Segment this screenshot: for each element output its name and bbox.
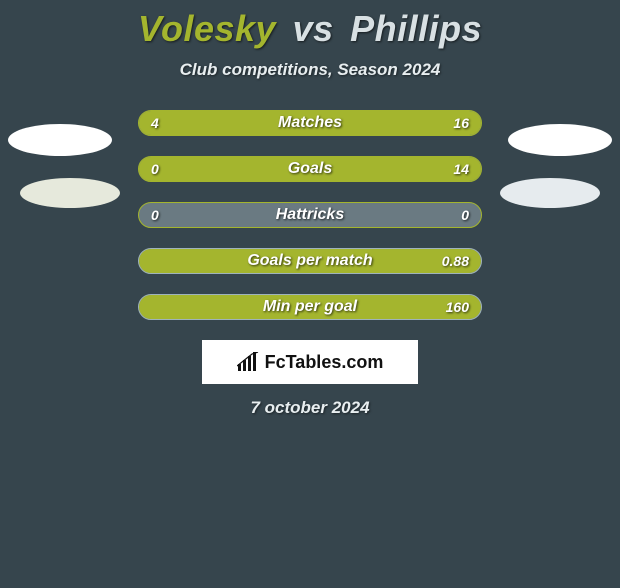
player2-name: Phillips (350, 8, 482, 49)
player1-badge-bottom (20, 178, 120, 208)
stat-bar-fill-right (139, 295, 481, 319)
player1-name: Volesky (138, 8, 276, 49)
branding-text: FcTables.com (265, 352, 384, 373)
stat-bar-value-left: 0 (151, 207, 159, 223)
stat-bar-fill-right (139, 157, 481, 181)
subtitle: Club competitions, Season 2024 (0, 60, 620, 80)
stat-bar: Hattricks0 0 (138, 202, 482, 228)
vs-label: vs (293, 8, 334, 49)
stat-bar-fill-right (197, 111, 481, 135)
stat-bar: Goals014 (138, 156, 482, 182)
player2-badge-bottom (500, 178, 600, 208)
stat-bar-fill-left (139, 111, 197, 135)
date-label: 7 october 2024 (0, 398, 620, 418)
stat-bars: Matches416 Goals014 Hattricks0 0 Goals per m… (138, 110, 482, 320)
stat-bar: Goals per match0.88 (138, 248, 482, 274)
branding-badge: FcTables.com (202, 340, 418, 384)
stat-bar: Matches416 (138, 110, 482, 136)
comparison-title: Volesky vs Phillips (0, 8, 620, 50)
stat-bar-label: Hattricks (139, 206, 481, 224)
player1-badge-top (8, 124, 112, 156)
comparison-arena: Matches416 Goals014 Hattricks0 0 Goals per m… (0, 110, 620, 418)
stat-bar: Min per goal160 (138, 294, 482, 320)
chart-icon (237, 352, 259, 372)
player2-badge-top (508, 124, 612, 156)
stat-bar-fill-right (139, 249, 481, 273)
stat-bar-value-right: 0 (461, 207, 469, 223)
